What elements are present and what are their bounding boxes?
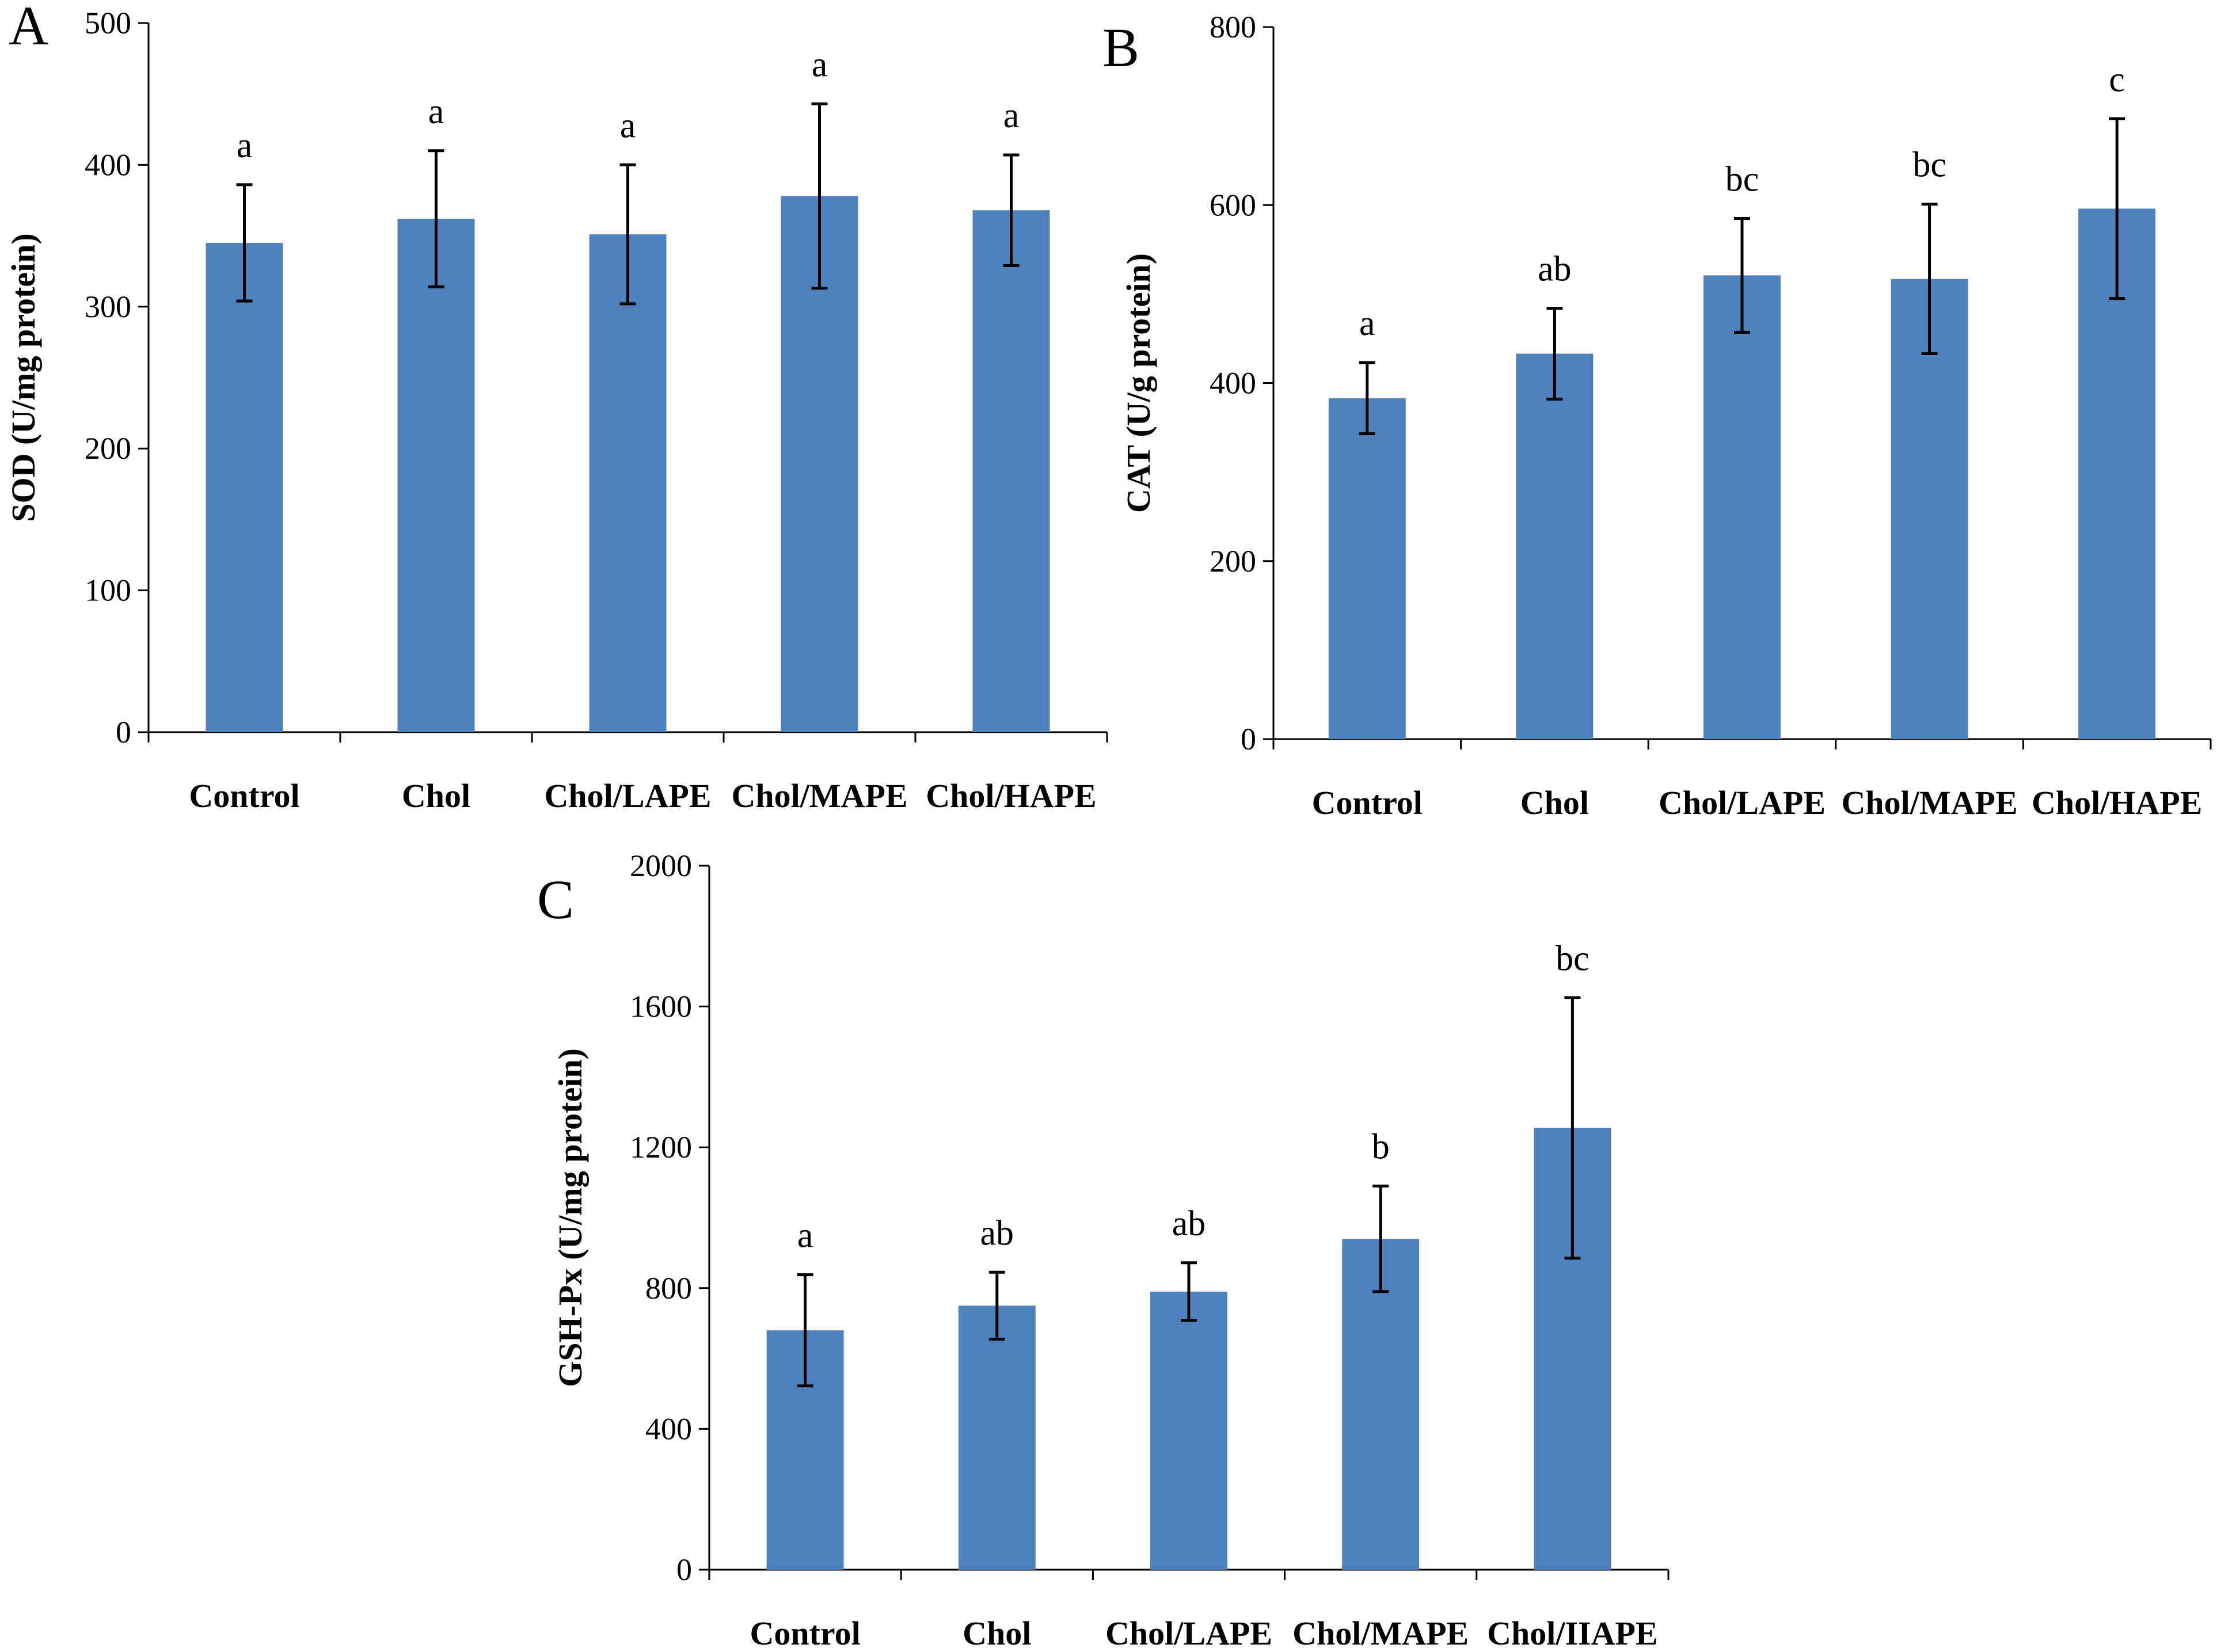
- panel-b-significance-letter: a: [1359, 304, 1375, 343]
- panel-a-category-label: Chol/HAPE: [926, 777, 1097, 814]
- panel-c-category-label: Chol/LAPE: [1105, 1615, 1272, 1652]
- panel-b-y-tick-label: 800: [1210, 10, 1256, 44]
- panel-a-significance-letter: a: [428, 92, 444, 131]
- panel-a-bar: [206, 242, 283, 732]
- panel-c-category-label: Chol/MAPE: [1292, 1615, 1469, 1652]
- panel-b-y-tick-label: 200: [1210, 544, 1256, 578]
- panel-a-significance-letter: a: [237, 126, 253, 165]
- panel-a-y-tick-label: 200: [85, 431, 131, 466]
- panel-c-y-tick-label: 1600: [630, 989, 692, 1024]
- panel-b-significance-letter: c: [2109, 60, 2125, 99]
- panel-a-y-tick-label: 100: [85, 573, 131, 608]
- panel-c-significance-letter: ab: [980, 1213, 1014, 1253]
- panel-a-bar: [589, 234, 667, 732]
- panel-c: C 0 400 800 1200 1600 2000 GSH-Px (U/mg protein…: [537, 848, 1670, 1652]
- panel-a-significance-letter: a: [620, 106, 636, 145]
- panel-c-y-axis-label: GSH-Px (U/mg protein): [552, 1048, 589, 1387]
- panel-a-category-label: Chol/LAPE: [544, 777, 711, 814]
- panel-a-y-tick-label: 0: [116, 715, 131, 749]
- panel-c-significance-letter: ab: [1172, 1204, 1206, 1243]
- panel-a-category-label: Chol: [402, 777, 470, 814]
- panel-b-bar: [1516, 353, 1594, 739]
- panel-c-y-tick-label: 0: [676, 1552, 692, 1587]
- panel-a-y-tick-label: 400: [85, 147, 131, 182]
- panel-c-letter: C: [537, 869, 574, 930]
- panel-c-y-tick-label: 800: [645, 1271, 692, 1305]
- panel-c-category-label: Control: [750, 1615, 860, 1652]
- panel-b-y-tick-label: 600: [1210, 188, 1256, 222]
- panel-c-significance-letter: a: [797, 1216, 813, 1255]
- panel-c-category-label: Chol: [963, 1615, 1031, 1652]
- panel-b-y-tick-label: 400: [1210, 366, 1256, 401]
- panel-a-y-tick-label: 500: [85, 6, 131, 40]
- panel-b-significance-letter: bc: [1725, 159, 1759, 199]
- panel-a-y-tick-label: 300: [85, 290, 131, 324]
- panel-b-significance-letter: bc: [1912, 146, 1946, 185]
- panel-a-letter: A: [9, 0, 48, 56]
- panel-c-significance-letter: b: [1372, 1127, 1390, 1166]
- panel-b-bar: [1328, 398, 1406, 739]
- panel-b-letter: B: [1102, 17, 1139, 78]
- panel-b: B 0 200 400 600 800 CAT (U/g protein) a Control a…: [1102, 10, 2212, 821]
- panel-b-significance-letter: ab: [1538, 250, 1572, 289]
- panel-c-y-tick-label: 400: [645, 1411, 692, 1446]
- panel-b-category-label: Chol/MAPE: [1842, 784, 2018, 821]
- panel-b-bar: [1703, 275, 1781, 739]
- panel-c-y-tick-label: 2000: [630, 848, 692, 883]
- panel-b-y-tick-label: 0: [1241, 722, 1256, 756]
- panel-c-bar: [1342, 1239, 1420, 1570]
- panel-a-significance-letter: a: [1003, 96, 1020, 135]
- panel-c-bar: [958, 1305, 1036, 1570]
- panel-b-category-label: Chol/LAPE: [1659, 784, 1826, 821]
- panel-b-category-label: Chol: [1520, 784, 1589, 821]
- panel-a-bar: [397, 219, 475, 733]
- panel-b-category-label: Control: [1312, 784, 1423, 821]
- panel-c-category-label: Chol/IIAPE: [1487, 1615, 1658, 1652]
- panel-a-category-label: Control: [189, 777, 299, 814]
- panel-a-category-label: Chol/MAPE: [731, 777, 907, 814]
- panel-b-bar: [1891, 279, 1968, 739]
- panel-b-category-label: Chol/HAPE: [2032, 784, 2203, 821]
- panel-c-bar: [1150, 1291, 1227, 1570]
- panel-c-significance-letter: bc: [1556, 939, 1589, 978]
- panel-a-y-axis-label: SOD (U/mg protein): [5, 233, 42, 522]
- panel-b-y-axis-label: CAT (U/g protein): [1120, 253, 1157, 513]
- panel-a: A 0 100 200 300 400 500 SOD (U/mg protein) a Cont…: [5, 0, 1108, 814]
- panel-a-significance-letter: a: [812, 45, 828, 84]
- panel-a-bar: [972, 210, 1050, 732]
- panel-c-y-tick-label: 1200: [630, 1130, 692, 1164]
